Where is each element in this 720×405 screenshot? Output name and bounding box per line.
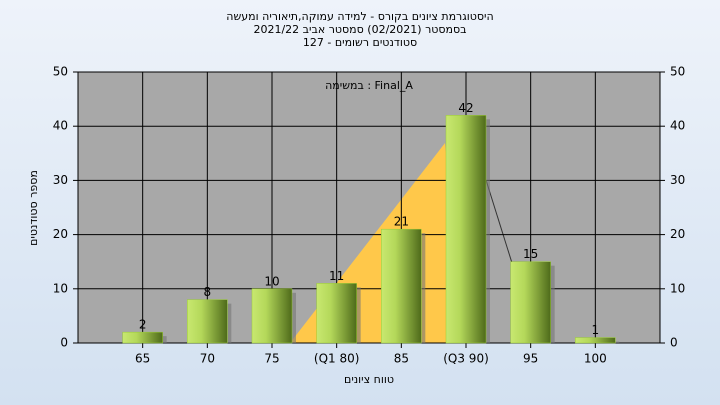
y2-tick-label: 0 <box>670 336 678 350</box>
value-label: 1 <box>592 323 600 337</box>
y-tick-label: 10 <box>53 281 68 295</box>
x-tick-label: 95 <box>523 352 538 366</box>
x-tick-label: 85 <box>394 352 409 366</box>
value-label: 42 <box>458 101 473 115</box>
x-tick-label: (Q3 90) <box>443 352 489 366</box>
bar <box>251 288 293 344</box>
bar <box>510 261 551 344</box>
y2-tick-label: 10 <box>670 281 685 295</box>
y2-tick-label: 20 <box>670 227 685 241</box>
x-tick-label: 75 <box>264 352 279 366</box>
y-tick-label: 40 <box>53 119 68 133</box>
bar <box>122 331 163 344</box>
whisker <box>485 179 513 264</box>
bar <box>187 299 228 344</box>
value-label: 2 <box>139 318 147 332</box>
chart-subtitle: בסמסטר (02/2021) סמסטר אביב 2021/22 <box>253 23 466 36</box>
bar <box>316 283 357 344</box>
y2-tick-label: 50 <box>670 65 685 79</box>
y2-tick-label: 30 <box>670 173 685 187</box>
y-tick-label: 20 <box>53 227 68 241</box>
y-tick-label: 0 <box>60 336 68 350</box>
chart-title: היסטוגרמת ציונים בקורס - למידה עמוקה,תיא… <box>226 10 493 23</box>
y-tick-label: 50 <box>53 65 68 79</box>
bar <box>575 337 616 344</box>
x-tick-label: (Q1 80) <box>314 352 360 366</box>
x-axis-label: טווח ציונים <box>344 373 394 386</box>
value-label: 15 <box>523 247 538 261</box>
value-label: 11 <box>329 269 344 283</box>
y-tick-label: 30 <box>53 173 68 187</box>
bar <box>445 115 487 344</box>
value-label: 8 <box>204 285 212 299</box>
x-tick-label: 100 <box>584 352 607 366</box>
y-axis-label: מספר סטודנטים <box>27 170 40 246</box>
y2-tick-label: 40 <box>670 119 685 133</box>
value-label: 21 <box>394 215 409 229</box>
bar <box>381 228 422 344</box>
x-tick-label: 65 <box>135 352 150 366</box>
x-tick-label: 70 <box>200 352 215 366</box>
chart-subtitle: סטודנטים רשומים - 127 <box>303 36 417 49</box>
annotation: במשימה : Final_A <box>325 79 413 92</box>
value-label: 10 <box>264 274 279 288</box>
